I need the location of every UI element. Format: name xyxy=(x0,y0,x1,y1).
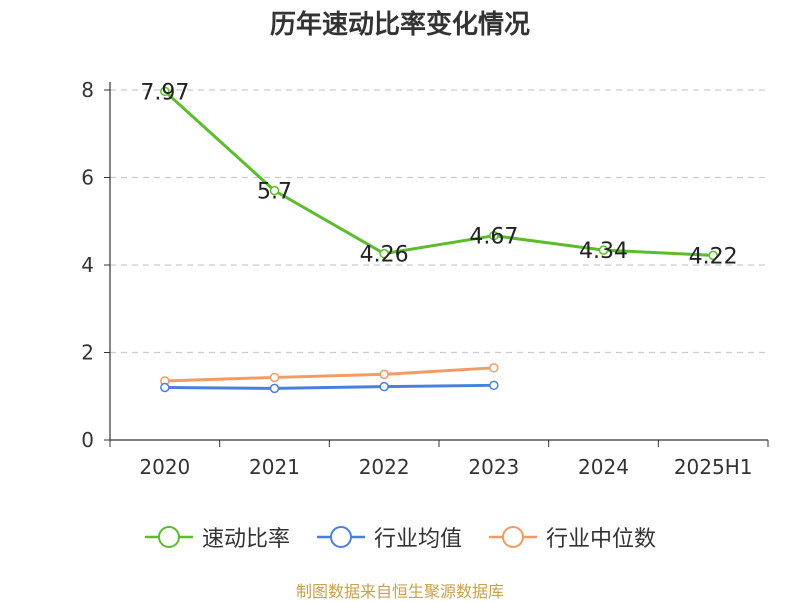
legend-label: 行业中位数 xyxy=(546,527,657,552)
y-tick-label: 4 xyxy=(81,253,94,277)
data-point xyxy=(160,86,170,97)
data-label: 4.22 xyxy=(689,244,738,269)
data-label: 4.67 xyxy=(469,225,518,250)
data-point xyxy=(160,382,170,393)
legend-line-icon xyxy=(144,526,193,548)
data-label: 5.7 xyxy=(257,180,292,205)
data-point xyxy=(708,250,718,261)
data-point xyxy=(489,363,499,373)
series-lines xyxy=(160,86,718,394)
legend-marker xyxy=(157,526,180,548)
y-tick-label: 8 xyxy=(81,78,94,102)
data-point xyxy=(489,380,499,391)
legend: 速动比率 行业均值 行业中位数 xyxy=(0,520,800,554)
data-point xyxy=(379,369,389,380)
data-point xyxy=(379,248,389,259)
data-point xyxy=(269,372,280,383)
x-tick-label: 2023 xyxy=(468,455,519,479)
x-tick-label: 2022 xyxy=(359,455,410,479)
legend-item[interactable]: 速动比率 xyxy=(144,521,290,553)
legend-label: 速动比率 xyxy=(201,527,290,552)
x-tick-label: 2024 xyxy=(578,455,629,479)
data-point xyxy=(598,245,609,255)
data-point xyxy=(379,381,389,392)
y-tick-label: 0 xyxy=(81,428,94,452)
data-labels: 7.97 5.7 4.26 4.67 4.34 4.22 xyxy=(140,80,737,269)
y-tick-label: 6 xyxy=(81,166,94,190)
legend-marker xyxy=(329,526,352,548)
source-note: 制图数据来自恒生聚源数据库 xyxy=(295,582,504,601)
legend-item[interactable]: 行业中位数 xyxy=(488,521,656,553)
data-label: 4.34 xyxy=(579,239,628,264)
data-point xyxy=(269,185,280,196)
data-point xyxy=(489,230,499,241)
x-tick-label: 2021 xyxy=(249,455,300,479)
legend-line-icon xyxy=(489,526,537,548)
legend-marker xyxy=(502,526,524,548)
legend-line-icon xyxy=(316,526,365,548)
y-tick-label: 2 xyxy=(81,341,94,365)
data-label: 7.97 xyxy=(140,80,189,105)
series-line xyxy=(163,90,714,257)
data-label: 4.26 xyxy=(360,243,409,268)
x-tick-label: 2020 xyxy=(139,455,190,479)
legend-item[interactable]: 行业均值 xyxy=(316,521,462,553)
legend-label: 行业均值 xyxy=(373,527,462,552)
axes: 0 2 4 6 8 2020 2021 2022 2023 2024 2025H1 xyxy=(81,78,769,479)
chart-title: 历年速动比率变化情况 xyxy=(269,10,530,40)
data-point xyxy=(269,383,280,394)
series-line xyxy=(164,366,494,383)
x-tick-label: 2025H1 xyxy=(674,455,753,479)
series-line xyxy=(164,383,494,390)
